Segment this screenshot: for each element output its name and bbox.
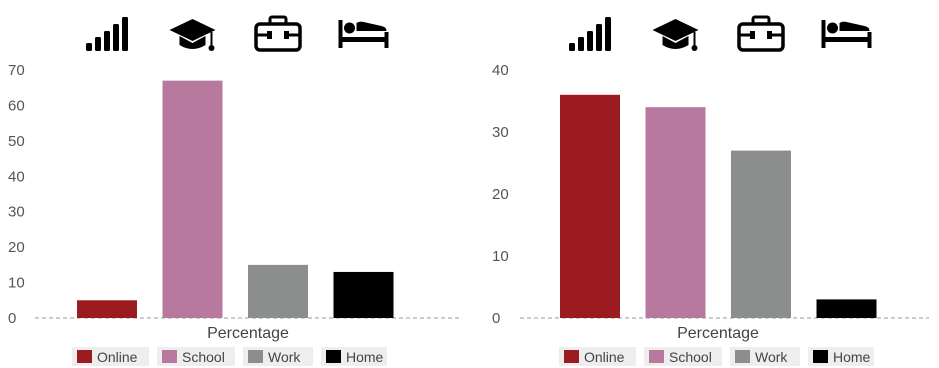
- legend-swatch: [564, 350, 579, 363]
- legend-item-home: Home: [808, 347, 874, 366]
- y-tick-label: 20: [492, 186, 509, 203]
- briefcase-icon: [737, 15, 785, 52]
- briefcase-icon: [254, 15, 302, 52]
- y-tick-label: 10: [8, 275, 25, 292]
- graduation-cap-icon: [169, 19, 216, 51]
- left-chart-panel: 0 10 20 30 40 50 60 70 Percentage Online School Wor…: [8, 15, 460, 366]
- legend: Online School Work Home: [72, 347, 387, 366]
- y-tick-label: 40: [8, 168, 25, 185]
- bar-work: [248, 264, 308, 318]
- legend-label: Work: [268, 349, 301, 365]
- legend-item-school: School: [157, 347, 235, 366]
- bar-online: [560, 94, 620, 318]
- y-tick-label: 0: [8, 310, 16, 327]
- legend-item-work: Work: [730, 347, 800, 366]
- bed-icon: [338, 20, 389, 48]
- bar-home: [333, 271, 394, 318]
- signal-bars-icon: [569, 17, 611, 51]
- legend-item-online: Online: [559, 347, 636, 366]
- y-tick-label: 50: [8, 133, 25, 150]
- legend: Online School Work Home: [559, 347, 874, 366]
- legend-swatch: [735, 350, 750, 363]
- legend-label: Online: [97, 349, 138, 365]
- y-tick-label: 40: [492, 62, 509, 79]
- right-bar-chart: 0 10 20 30 40 Percentage Online School Work Home: [492, 15, 929, 366]
- legend-label: Online: [584, 349, 625, 365]
- right-chart-panel: 0 10 20 30 40 Percentage Online School Work Home: [470, 0, 939, 368]
- signal-bars-icon: [86, 17, 128, 51]
- y-tick-label: 30: [8, 204, 25, 221]
- x-axis-title: Percentage: [677, 325, 759, 342]
- legend-swatch: [248, 350, 263, 363]
- legend-item-online: Online: [72, 347, 149, 366]
- legend-swatch: [326, 350, 341, 363]
- legend-item-school: School: [644, 347, 722, 366]
- bar-online: [77, 300, 137, 318]
- x-axis-title: Percentage: [207, 325, 289, 342]
- y-tick-label: 30: [492, 124, 509, 141]
- legend-label: School: [182, 349, 225, 365]
- legend-label: School: [669, 349, 712, 365]
- bar-work: [731, 150, 791, 318]
- legend-label: Home: [346, 349, 384, 365]
- bar-school: [162, 80, 223, 318]
- legend-swatch: [162, 350, 177, 363]
- legend-label: Home: [833, 349, 871, 365]
- legend-swatch: [77, 350, 92, 363]
- graduation-cap-icon: [652, 19, 699, 51]
- legend-swatch: [649, 350, 664, 363]
- legend-item-work: Work: [243, 347, 313, 366]
- y-tick-label: 0: [492, 310, 500, 327]
- legend-swatch: [813, 350, 828, 363]
- bar-school: [645, 107, 706, 318]
- bar-home: [816, 299, 877, 318]
- y-tick-label: 20: [8, 239, 25, 256]
- bed-icon: [821, 20, 872, 48]
- legend-label: Work: [755, 349, 788, 365]
- y-tick-label: 10: [492, 248, 509, 265]
- legend-item-home: Home: [321, 347, 387, 366]
- left-bar-chart: 0 10 20 30 40 50 60 70 Percentage Online School Wor…: [8, 15, 460, 366]
- y-tick-label: 60: [8, 97, 25, 114]
- y-tick-label: 70: [8, 62, 25, 79]
